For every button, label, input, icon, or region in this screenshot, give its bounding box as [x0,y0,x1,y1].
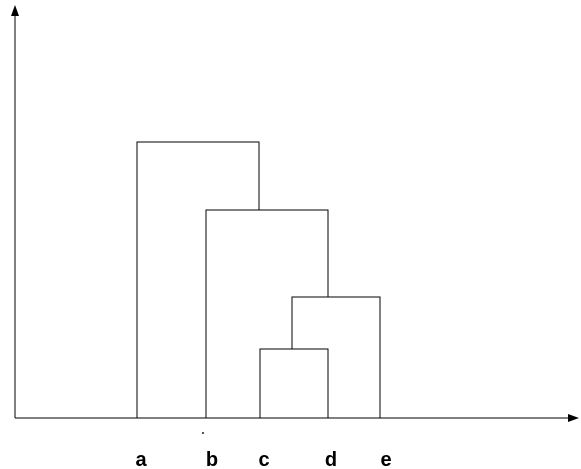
y-axis-arrowhead [11,5,19,16]
merge-link-c-d [259,348,329,418]
leaf-label-b: b [206,449,218,469]
merge-link-b-cde [205,209,329,418]
leaf-label-a: a [135,449,147,469]
merge-link-cd-e [291,296,381,418]
tick-mark-b [202,432,204,434]
x-axis-arrowhead [568,414,579,422]
merge-link-a-bcde [136,141,260,418]
leaf-label-d: d [325,449,337,469]
leaf-label-e: e [380,449,391,469]
leaf-label-c: c [258,449,269,469]
